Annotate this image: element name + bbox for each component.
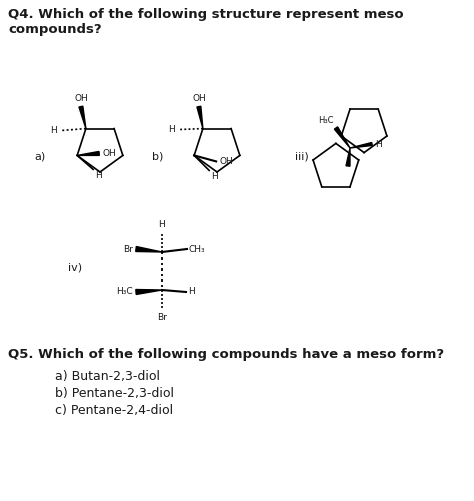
Text: b): b) bbox=[152, 151, 164, 161]
Text: Q4. Which of the following structure represent meso
compounds?: Q4. Which of the following structure rep… bbox=[8, 8, 404, 36]
Text: Q5. Which of the following compounds have a meso form?: Q5. Which of the following compounds hav… bbox=[8, 348, 444, 361]
Text: H: H bbox=[159, 220, 165, 229]
Text: OH: OH bbox=[192, 94, 206, 103]
Text: H: H bbox=[375, 139, 382, 148]
Polygon shape bbox=[346, 148, 350, 166]
Text: H: H bbox=[168, 125, 175, 134]
Text: c) Pentane-2,4-diol: c) Pentane-2,4-diol bbox=[55, 404, 173, 417]
Polygon shape bbox=[334, 127, 350, 148]
Text: H₃C: H₃C bbox=[117, 288, 133, 297]
Polygon shape bbox=[136, 290, 162, 295]
Text: Br: Br bbox=[157, 313, 167, 322]
Text: CH₃: CH₃ bbox=[189, 244, 206, 254]
Text: H: H bbox=[188, 288, 195, 297]
Text: H₃C: H₃C bbox=[319, 116, 334, 125]
Polygon shape bbox=[197, 106, 203, 129]
Text: H: H bbox=[211, 172, 218, 181]
Text: OH: OH bbox=[102, 149, 116, 158]
Text: iv): iv) bbox=[68, 262, 82, 272]
Text: H: H bbox=[95, 171, 102, 180]
Text: a) Butan-2,3-diol: a) Butan-2,3-diol bbox=[55, 370, 160, 383]
Text: Br: Br bbox=[123, 244, 133, 254]
Text: iii): iii) bbox=[295, 151, 309, 161]
Text: a): a) bbox=[34, 151, 45, 161]
Polygon shape bbox=[136, 246, 162, 252]
Polygon shape bbox=[79, 106, 86, 129]
Text: OH: OH bbox=[74, 94, 88, 103]
Polygon shape bbox=[77, 151, 100, 155]
Text: H: H bbox=[50, 126, 57, 135]
Text: b) Pentane-2,3-diol: b) Pentane-2,3-diol bbox=[55, 387, 174, 400]
Text: OH: OH bbox=[219, 157, 233, 166]
Polygon shape bbox=[350, 142, 372, 148]
